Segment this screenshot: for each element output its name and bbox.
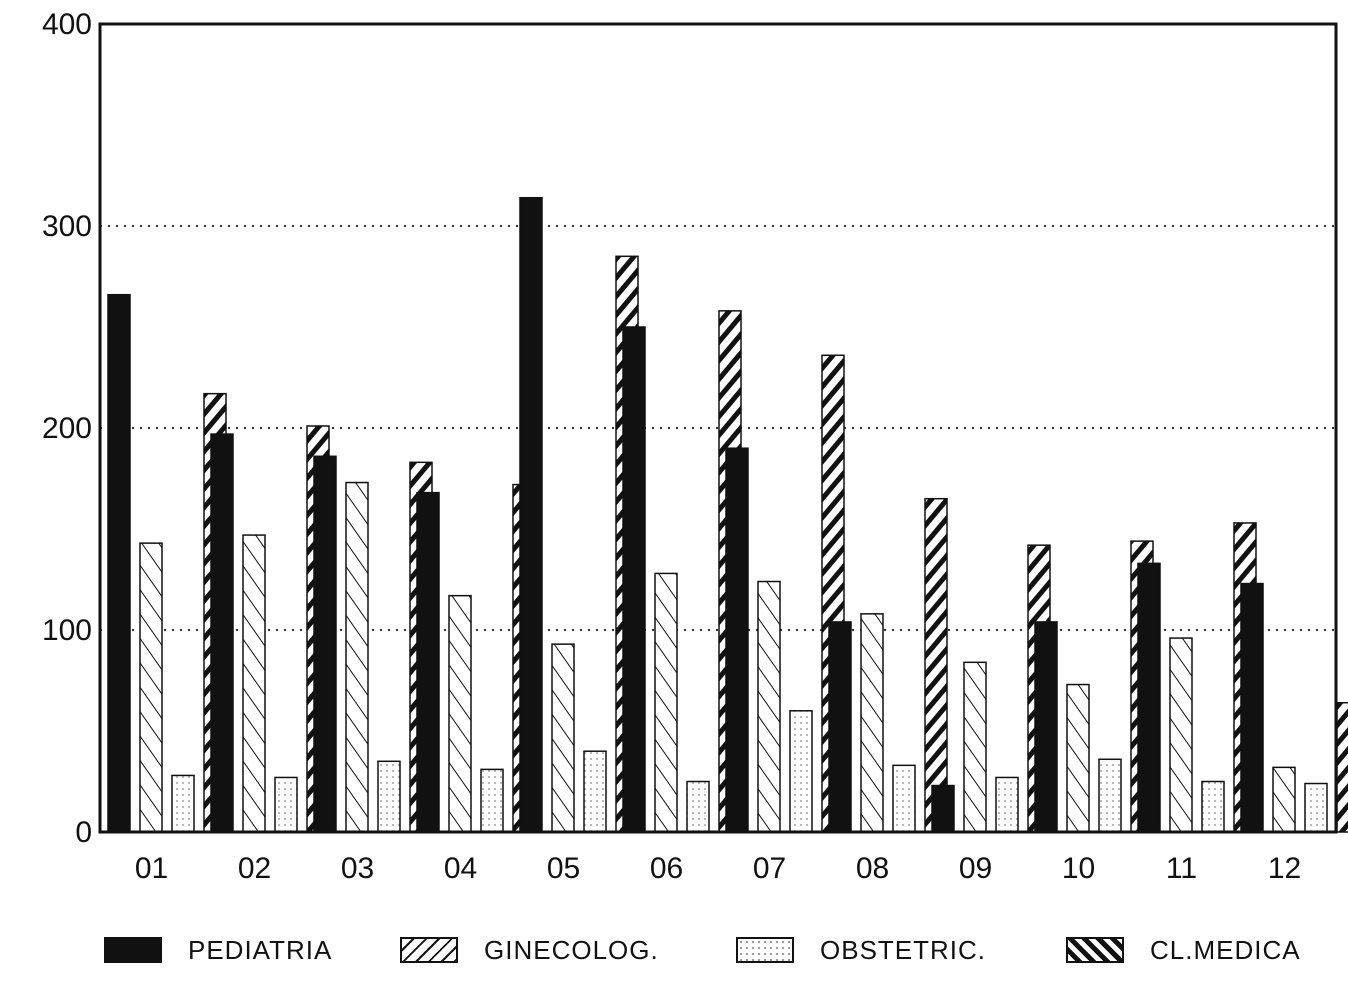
bar [551, 643, 575, 833]
legend-item-ginecolog: GINECOLOG. [400, 930, 659, 970]
bar [107, 293, 131, 833]
x-tick-label: 08 [856, 852, 889, 885]
legend-swatch-solid [104, 937, 162, 963]
bar [892, 764, 916, 833]
bar [757, 580, 781, 833]
legend-item-cl-medica: CL.MEDICA [1066, 930, 1301, 970]
bar [583, 750, 607, 833]
bar [377, 760, 401, 833]
bar [1201, 780, 1225, 833]
x-tick-label: 03 [341, 852, 374, 885]
x-tick-label: 09 [959, 852, 992, 885]
bar [1336, 701, 1348, 833]
bar [480, 768, 504, 833]
bar [448, 594, 472, 833]
x-tick-label: 07 [753, 852, 786, 885]
x-tick-label: 12 [1268, 852, 1301, 885]
bar [1098, 758, 1122, 833]
legend-label: PEDIATRIA [188, 934, 333, 965]
legend-item-pediatria: PEDIATRIA [104, 930, 332, 970]
legend-swatch-dots [736, 937, 794, 963]
legend-label: CL.MEDICA [1150, 934, 1301, 965]
bar [1240, 582, 1264, 833]
y-axis-ticks: 0 100 200 300 400 [42, 8, 92, 849]
bar [1169, 637, 1193, 833]
bar [963, 661, 987, 833]
bar [1066, 683, 1090, 833]
bar [622, 326, 646, 833]
x-tick-label: 05 [547, 852, 580, 885]
bar [313, 455, 337, 833]
bar [519, 196, 543, 833]
bar [1137, 562, 1161, 833]
x-tick-label: 10 [1062, 852, 1095, 885]
x-tick-label: 11 [1166, 852, 1197, 885]
bar [995, 776, 1019, 833]
y-tick-label: 400 [42, 8, 92, 41]
grid-lines [100, 225, 1336, 631]
bar [1272, 766, 1296, 833]
legend-item-obstetric: OBSTETRIC. [736, 930, 986, 970]
bar [416, 491, 440, 833]
y-tick-label: 0 [75, 816, 92, 849]
legend-label: GINECOLOG. [484, 934, 659, 965]
bars [107, 196, 1348, 833]
bar [860, 613, 884, 833]
x-tick-label: 04 [444, 852, 477, 885]
bar [1034, 621, 1058, 833]
x-tick-label: 01 [135, 852, 168, 885]
x-axis-ticks: 01 02 03 04 05 06 07 08 09 10 11 12 [135, 852, 1301, 885]
bar [1304, 782, 1328, 833]
bar [654, 572, 678, 833]
legend: PEDIATRIA GINECOLOG. OBSTETRIC. CL.MEDIC… [0, 920, 1348, 990]
bar-chart: 0 100 200 300 400 01 02 03 04 05 06 07 08 09 10 11 12 [42, 8, 1348, 885]
legend-label: OBSTETRIC. [820, 934, 987, 965]
y-tick-label: 300 [42, 210, 92, 243]
y-tick-label: 200 [42, 412, 92, 445]
bar [242, 534, 266, 833]
x-tick-label: 06 [650, 852, 683, 885]
bar [924, 497, 948, 833]
bar [345, 481, 369, 833]
bar [931, 784, 955, 833]
bar [686, 780, 710, 833]
bar [789, 710, 813, 833]
x-tick-label: 02 [238, 852, 271, 885]
legend-swatch-heavy-hatch [1066, 937, 1124, 963]
bar [274, 776, 298, 833]
bar [210, 433, 234, 833]
y-tick-label: 100 [42, 614, 92, 647]
bar [828, 621, 852, 833]
bar [171, 774, 195, 833]
bar [139, 542, 163, 833]
plot-frame [98, 22, 1338, 834]
legend-swatch-hatch [400, 937, 458, 963]
bar [725, 447, 749, 833]
